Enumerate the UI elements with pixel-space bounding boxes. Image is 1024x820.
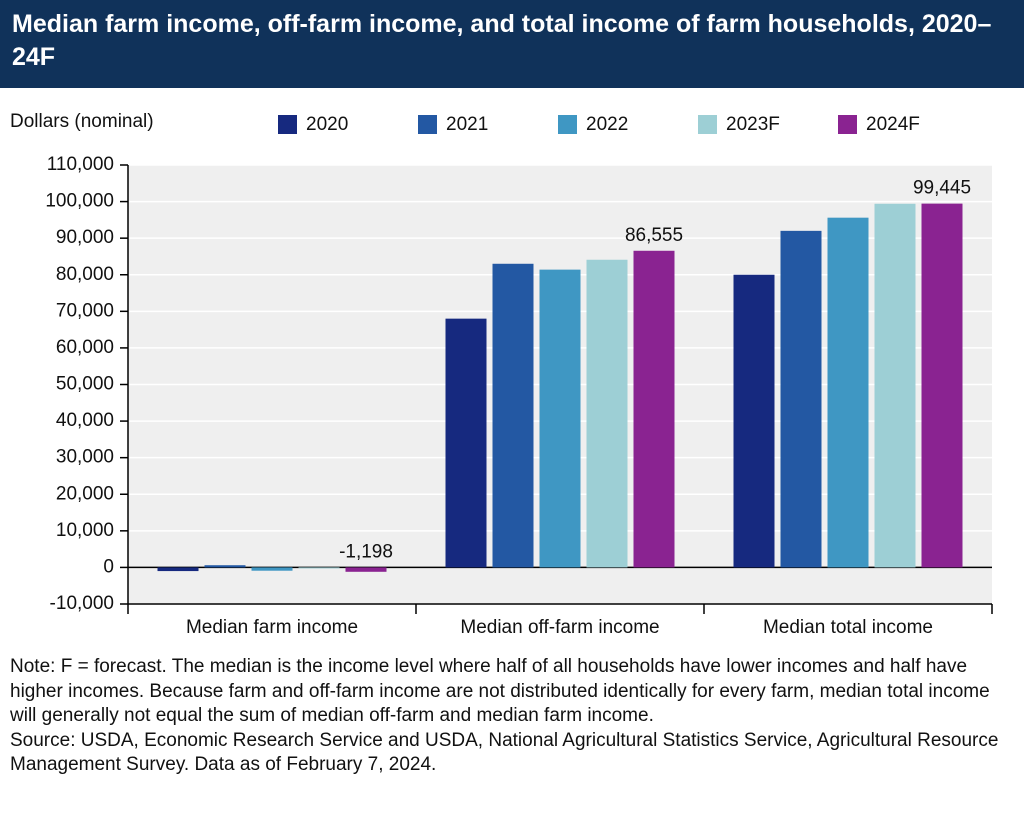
value-label: 86,555 <box>625 225 683 246</box>
y-tick-label: 70,000 <box>56 300 114 321</box>
bar <box>157 567 199 572</box>
y-tick-label: 0 <box>103 556 114 577</box>
bar <box>539 269 581 568</box>
legend-swatch <box>418 115 437 134</box>
y-tick-label: 100,000 <box>45 191 114 212</box>
y-tick-label: 40,000 <box>56 410 114 431</box>
bar <box>733 274 775 568</box>
bar <box>492 263 534 568</box>
bar <box>921 203 963 568</box>
bar <box>204 565 246 568</box>
y-tick-label: -10,000 <box>50 593 114 614</box>
legend-label: 2021 <box>446 114 488 135</box>
bar <box>586 259 628 568</box>
legend-label: 2024F <box>866 114 920 135</box>
y-tick-label: 20,000 <box>56 483 114 504</box>
source: Source: USDA, Economic Research Service … <box>10 729 999 776</box>
value-label: -1,198 <box>339 541 393 562</box>
legend-label: 2020 <box>306 114 348 135</box>
note: Note: F = forecast. The median is the in… <box>10 656 990 726</box>
bar <box>298 567 340 569</box>
legend-label: 2023F <box>726 114 780 135</box>
bar <box>874 203 916 568</box>
y-tick-label: 30,000 <box>56 447 114 468</box>
bar <box>633 250 675 568</box>
notes: Note: F = forecast. The median is the in… <box>10 655 1015 778</box>
y-tick-label: 110,000 <box>47 154 114 175</box>
legend-swatch <box>838 115 857 134</box>
x-tick-label: Median farm income <box>186 617 358 638</box>
y-tick-label: 80,000 <box>56 264 114 285</box>
legend-swatch <box>278 115 297 134</box>
legend-swatch <box>698 115 717 134</box>
x-tick-label: Median off-farm income <box>460 617 659 638</box>
legend-label: 2022 <box>586 114 628 135</box>
chart: Dollars (nominal) -10,000 0 10,000 20,000 30… <box>10 111 993 638</box>
legend-swatch <box>558 115 577 134</box>
y-axis-label: Dollars (nominal) <box>10 111 154 132</box>
y-tick-label: 90,000 <box>56 227 114 248</box>
bar <box>780 230 822 568</box>
bar <box>251 567 293 571</box>
y-tick-label: 10,000 <box>56 520 114 541</box>
x-tick-label: Median total income <box>763 617 933 638</box>
chart-title: Median farm income, off-farm income, and… <box>0 0 1024 88</box>
bar <box>445 318 487 568</box>
y-tick-label: 50,000 <box>56 374 114 395</box>
y-tick-label: 60,000 <box>56 337 114 358</box>
bar <box>827 217 869 568</box>
bar <box>345 567 387 572</box>
value-label: 99,445 <box>913 178 971 199</box>
